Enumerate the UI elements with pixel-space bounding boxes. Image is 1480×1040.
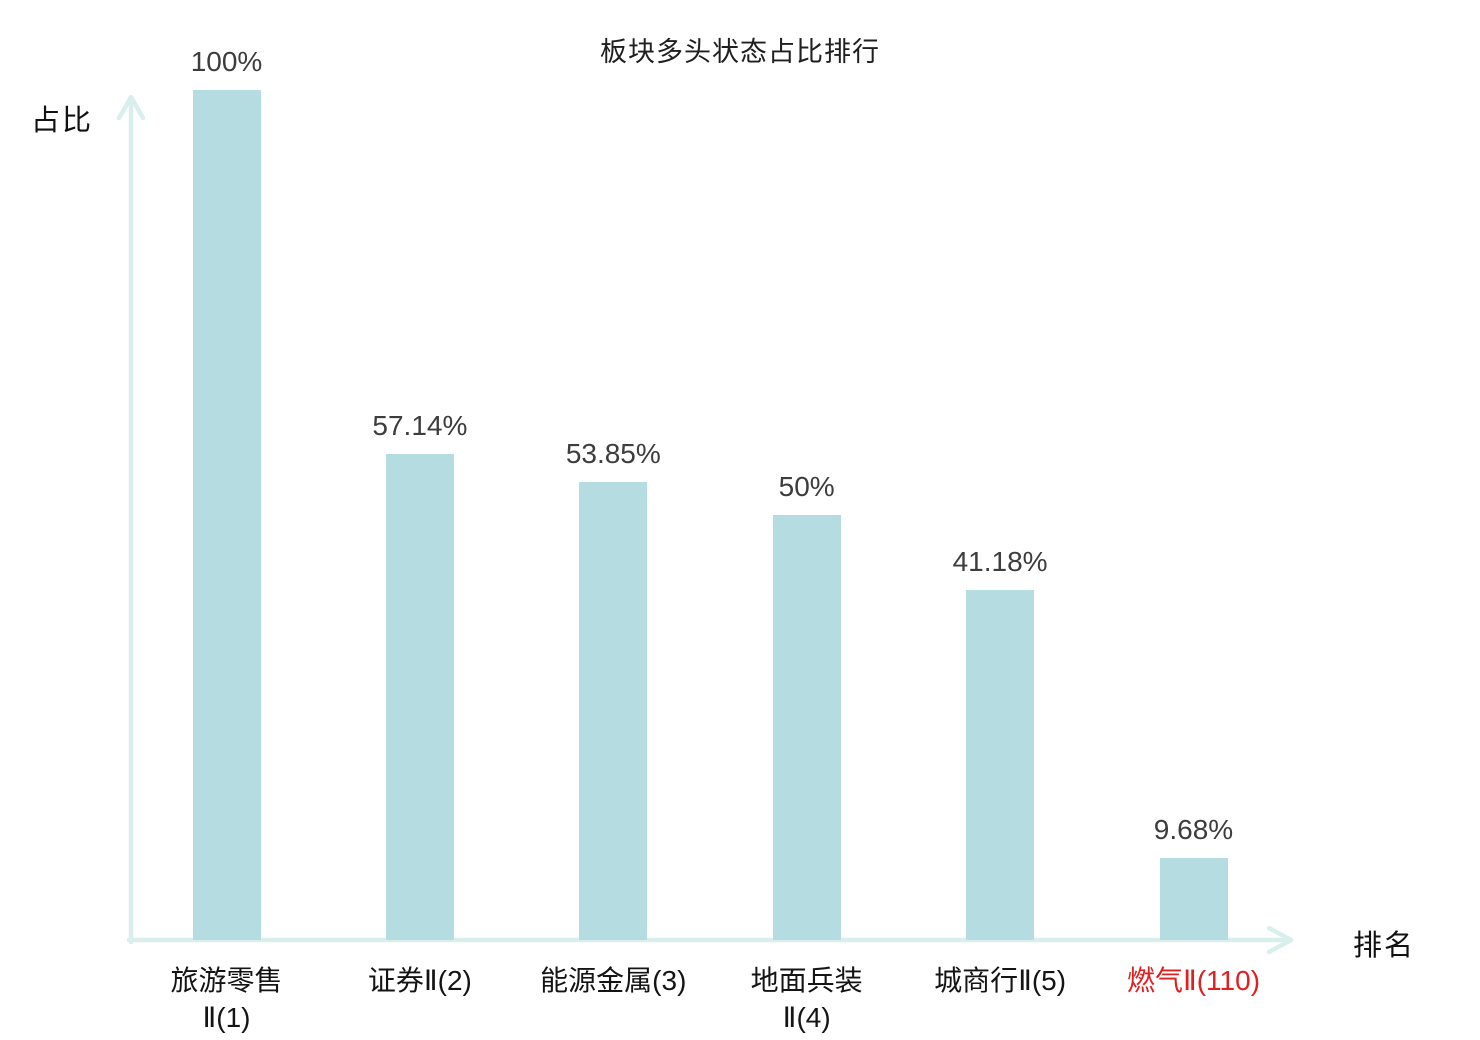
x-axis-arrow-icon xyxy=(1266,925,1294,955)
bar-value-label: 41.18% xyxy=(952,545,1048,577)
bar-category-label: 旅游零售 Ⅱ(1) xyxy=(170,965,283,1033)
y-axis-label: 占比 xyxy=(31,105,94,137)
bar-value-label: 100% xyxy=(190,46,263,77)
bar xyxy=(579,482,648,940)
bar xyxy=(966,589,1035,940)
bar-category-label: 证券Ⅱ(2) xyxy=(367,965,472,996)
x-axis-label: 排名 xyxy=(1353,930,1416,962)
bar-category-label: 燃气Ⅱ(110) xyxy=(1126,965,1261,996)
bar xyxy=(385,454,454,940)
bar-value-label: 57.14% xyxy=(372,410,468,442)
bar-category-label: 城商行Ⅱ(5) xyxy=(934,965,1067,996)
bar xyxy=(192,90,261,940)
bar-category-label: 能源金属(3) xyxy=(540,965,687,996)
bar xyxy=(772,515,841,940)
bar-value-label: 9.68% xyxy=(1153,813,1234,845)
y-axis-arrow-icon xyxy=(116,94,146,121)
bar xyxy=(1159,857,1228,940)
chart-title: 板块多头状态占比排行 xyxy=(600,37,880,67)
bar-category-label: 地面兵装 Ⅱ(4) xyxy=(750,965,863,1033)
bar-value-label: 53.85% xyxy=(565,438,661,470)
bar-value-label: 50% xyxy=(778,471,835,502)
